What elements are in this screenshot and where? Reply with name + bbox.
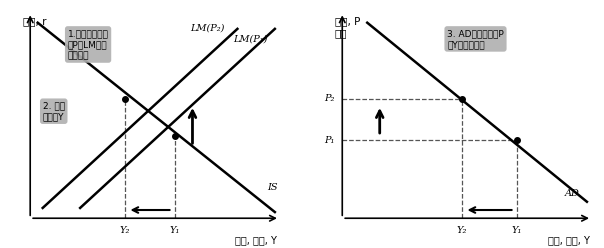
Text: LM(P₁): LM(P₁): [233, 34, 268, 43]
Text: 收入, 产出, Y: 收入, 产出, Y: [548, 235, 590, 245]
Text: Y₂: Y₂: [457, 226, 467, 235]
Text: P₂: P₂: [324, 94, 335, 103]
Text: Y₁: Y₁: [170, 226, 180, 235]
Text: 价格, P
水平: 价格, P 水平: [335, 17, 360, 38]
Text: 利率, r: 利率, r: [23, 17, 47, 27]
Text: Y₁: Y₁: [512, 226, 522, 235]
Text: Y₂: Y₂: [120, 226, 130, 235]
Text: 1.较高的物价水
平P使LM曲线
向上移动: 1.较高的物价水 平P使LM曲线 向上移动: [68, 29, 109, 60]
Text: P₁: P₁: [324, 135, 335, 145]
Text: 收入, 产出, Y: 收入, 产出, Y: [236, 235, 277, 245]
Text: 3. AD曲线总结了P
与Y的这种关系: 3. AD曲线总结了P 与Y的这种关系: [447, 29, 504, 49]
Text: IS: IS: [268, 183, 278, 192]
Text: AD: AD: [565, 189, 579, 198]
Text: LM(P₂): LM(P₂): [190, 24, 225, 33]
Text: 2. 减少
了收入Y: 2. 减少 了收入Y: [43, 101, 65, 121]
